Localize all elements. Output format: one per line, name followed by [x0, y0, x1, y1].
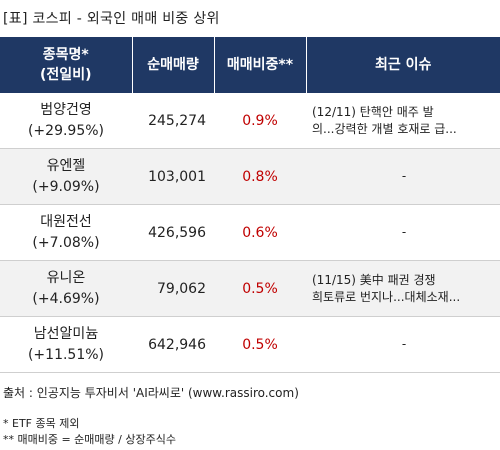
- stock-cell: 유니온 (+4.69%): [0, 260, 132, 317]
- issue-cell: -: [306, 316, 500, 373]
- stock-name: 남선알미늄: [33, 325, 99, 342]
- source-note: 출처 : 인공지능 투자비서 'AI라씨로' (www.rassiro.com): [3, 386, 299, 400]
- stock-change: (+7.08%): [32, 234, 100, 251]
- stock-cell: 남선알미늄 (+11.51%): [0, 316, 132, 373]
- footnote-ratio: ** 매매비중 = 순매매량 / 상장주식수: [3, 433, 176, 446]
- header-stock-label: 종목명*: [42, 47, 89, 63]
- net-volume: 245,274: [132, 93, 214, 149]
- issue-line: (12/11) 탄핵안 매주 발: [312, 104, 434, 119]
- stock-cell: 범양건영 (+29.95%): [0, 93, 132, 149]
- issue-line: (11/15) 美中 패권 경쟁: [312, 272, 436, 287]
- table-title: [표] 코스피 - 외국인 매매 비중 상위: [3, 11, 220, 27]
- table-row: 범양건영 (+29.95%) 245,274 0.9% (12/11) 탄핵안 …: [0, 93, 500, 149]
- stock-name: 유니온: [46, 269, 86, 286]
- table-row: 남선알미늄 (+11.51%) 642,946 0.5% -: [0, 316, 500, 373]
- stock-change: (+29.95%): [27, 122, 105, 139]
- stock-name: 범양건영: [40, 101, 92, 118]
- trade-ratio: 0.8%: [214, 148, 306, 205]
- net-volume: 642,946: [132, 316, 214, 373]
- footnote-etf: * ETF 종목 제외: [3, 417, 80, 430]
- header-stock-name: 종목명* (전일비): [0, 37, 133, 93]
- stock-change: (+9.09%): [32, 178, 100, 195]
- table-row: 유니온 (+4.69%) 79,062 0.5% (11/15) 美中 패권 경…: [0, 260, 500, 317]
- foreign-trading-table: 종목명* (전일비) 순매매량 매매비중** 최근 이슈 범양건영 (+29.9…: [0, 37, 500, 373]
- trade-ratio: 0.9%: [214, 93, 306, 149]
- trade-ratio: 0.6%: [214, 204, 306, 261]
- table-row: 유엔젤 (+9.09%) 103,001 0.8% -: [0, 148, 500, 205]
- stock-change: (+4.69%): [32, 290, 100, 307]
- issue-cell: (11/15) 美中 패권 경쟁 희토류로 번지나...대체소재...: [306, 260, 500, 317]
- stock-cell: 대원전선 (+7.08%): [0, 204, 132, 261]
- trade-ratio: 0.5%: [214, 260, 306, 317]
- header-issue: 최근 이슈: [306, 37, 500, 93]
- stock-change: (+11.51%): [27, 346, 105, 363]
- trade-ratio: 0.5%: [214, 316, 306, 373]
- header-row: 종목명* (전일비) 순매매량 매매비중** 최근 이슈: [0, 37, 500, 93]
- issue-cell: -: [306, 204, 500, 261]
- stock-cell: 유엔젤 (+9.09%): [0, 148, 132, 205]
- net-volume: 79,062: [132, 260, 214, 317]
- stock-name: 대원전선: [40, 213, 92, 230]
- issue-line: 의...강력한 개별 호재로 급...: [312, 121, 457, 136]
- issue-cell: (12/11) 탄핵안 매주 발 의...강력한 개별 호재로 급...: [306, 93, 500, 149]
- table-row: 대원전선 (+7.08%) 426,596 0.6% -: [0, 204, 500, 261]
- stock-name: 유엔젤: [46, 157, 86, 174]
- issue-cell: -: [306, 148, 500, 205]
- header-volume: 순매매량: [132, 37, 215, 93]
- issue-line: 희토류로 번지나...대체소재...: [312, 289, 461, 304]
- header-ratio: 매매비중**: [214, 37, 307, 93]
- net-volume: 103,001: [132, 148, 214, 205]
- header-change-label: (전일비): [40, 67, 92, 83]
- net-volume: 426,596: [132, 204, 214, 261]
